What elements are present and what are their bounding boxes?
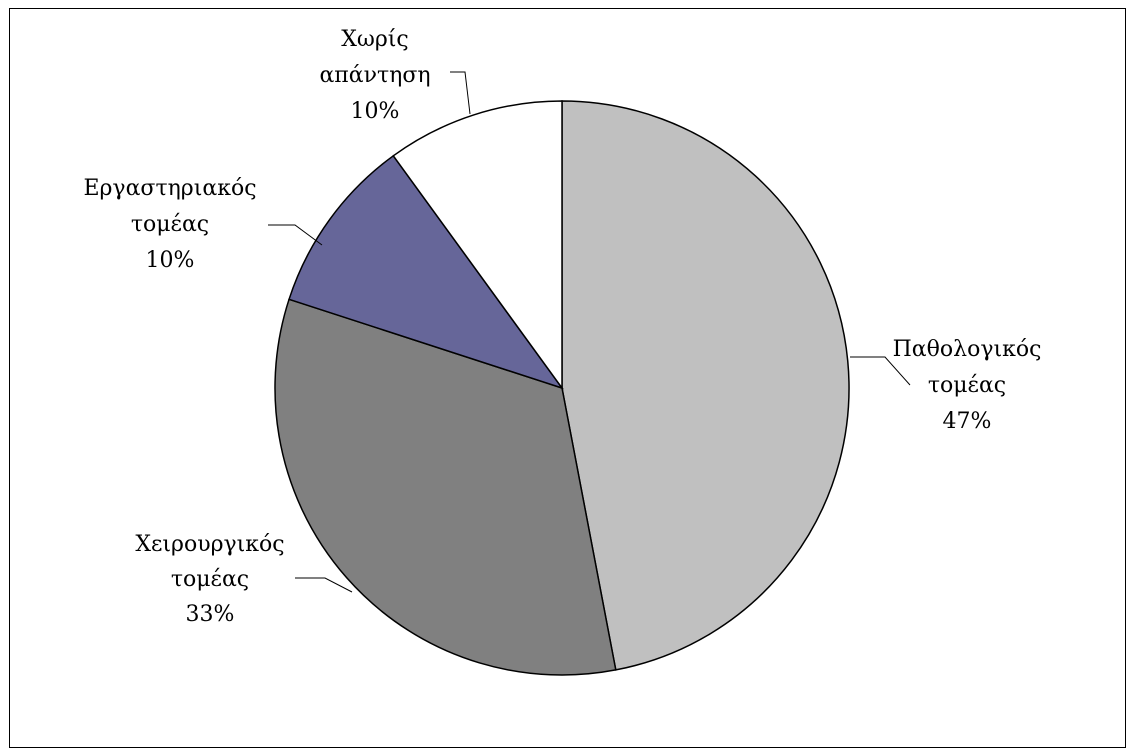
pie-slice-cheirourgikos	[274, 298, 617, 676]
slice-label-cheirourgikos: Χειρουργικός τομέας 33%	[135, 532, 284, 627]
slice-value-label: 33%	[186, 602, 235, 627]
slice-label-line2: απάντηση	[319, 63, 430, 88]
slice-label-line1: Παθολογικός	[893, 337, 1042, 362]
slice-label-line1: Χωρίς	[341, 27, 408, 52]
slice-value-label: 47%	[943, 409, 992, 434]
leader-lines	[268, 71, 911, 593]
slice-value-label: 10%	[351, 99, 400, 124]
leader-line-cheirourgikos	[295, 577, 353, 593]
leader-line-choris	[450, 71, 471, 115]
slice-label-choris: Χωρίς απάντηση 10%	[319, 27, 430, 124]
pie-slices	[274, 100, 850, 676]
slice-value-label: 10%	[146, 248, 195, 273]
pie-slice-ergastiriakos	[288, 154, 564, 390]
slice-label-line1: Εργαστηριακός	[83, 176, 256, 201]
slice-label-line2: τομέας	[131, 212, 209, 237]
leader-line-ergastiriakos	[268, 224, 323, 246]
slice-label-ergastiriakos: Εργαστηριακός τομέας 10%	[83, 176, 256, 273]
slice-label-line2: τομέας	[171, 567, 249, 592]
pie-chart: Παθολογικός τομέας 47% Χειρουργικός τομέ…	[83, 27, 1042, 676]
leader-line-pathologikos	[850, 356, 911, 386]
slice-label-line1: Χειρουργικός	[135, 532, 284, 557]
pie-slice-pathologikos	[561, 100, 850, 671]
pie-slice-choris	[392, 100, 563, 391]
slice-label-line2: τομέας	[928, 373, 1006, 398]
slice-label-pathologikos: Παθολογικός τομέας 47%	[893, 337, 1042, 434]
